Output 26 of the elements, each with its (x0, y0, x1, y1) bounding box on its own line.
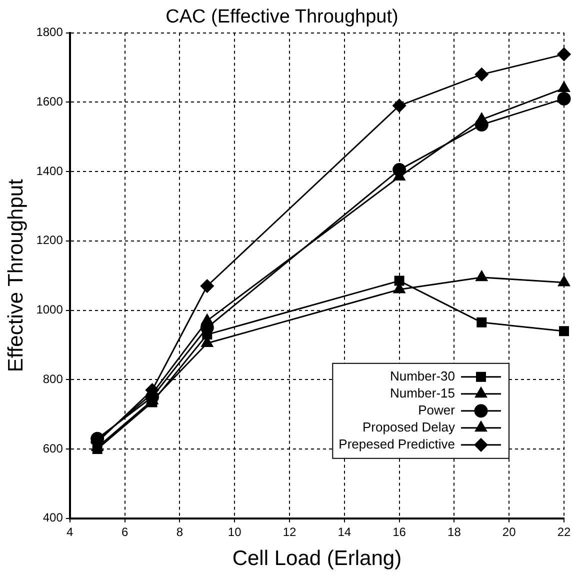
x-tick-label: 20 (502, 524, 516, 539)
x-tick-label: 4 (66, 524, 74, 539)
x-tick-label: 12 (282, 524, 296, 539)
chart-title: CAC (Effective Throughput) (166, 6, 398, 28)
x-tick-label: 14 (338, 524, 352, 539)
x-tick-label: 6 (121, 524, 128, 539)
x-tick-label: 8 (176, 524, 184, 539)
x-axis-title: Cell Load (Erlang) (232, 547, 402, 570)
y-tick-label: 600 (42, 441, 64, 456)
legend-label: Number-30 (390, 368, 455, 384)
y-axis-title: Effective Throughput (4, 178, 28, 372)
y-tick-label: 400 (42, 510, 64, 525)
y-tick-label: 1000 (36, 302, 64, 317)
y-tick-label: 1600 (36, 94, 64, 108)
x-tick-label: 22 (557, 524, 571, 539)
x-tick-label: 16 (392, 524, 406, 539)
y-tick-label: 1200 (36, 233, 64, 248)
legend-label: Power (418, 402, 456, 418)
x-tick-label: 10 (228, 524, 242, 539)
x-tick-label: 18 (448, 524, 462, 539)
y-tick-label: 1400 (36, 164, 64, 178)
legend-label: Proposed Delay (362, 419, 456, 434)
legend-label: Number-15 (390, 385, 455, 400)
y-tick-label: 800 (42, 372, 64, 386)
legend-label: Prepesed Predictive (338, 436, 455, 452)
y-tick-label: 1800 (36, 25, 64, 40)
